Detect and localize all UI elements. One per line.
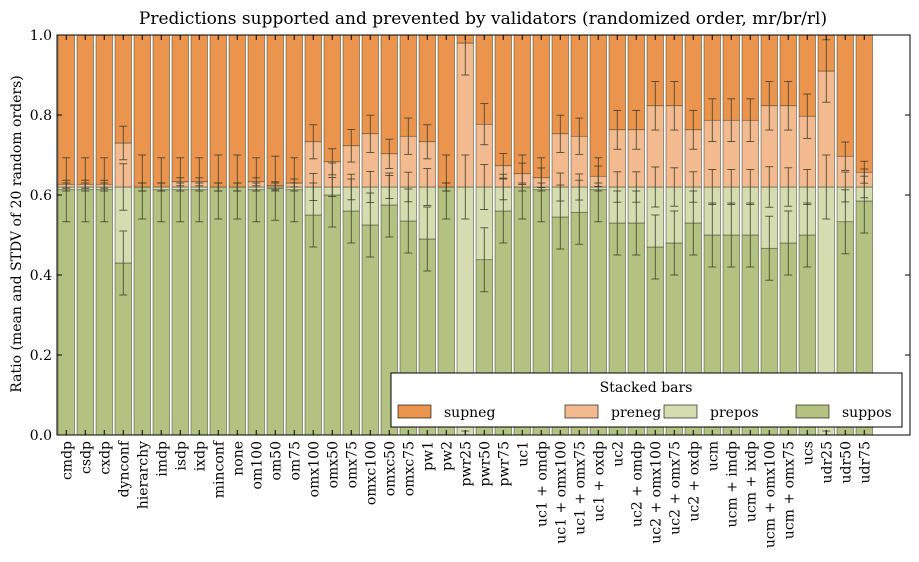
y-tick-label: 0.6	[30, 188, 52, 204]
x-tick-label: pw1	[420, 441, 436, 471]
bar-suppos	[342, 210, 360, 436]
legend: Stacked bars supneg preneg prepos suppos	[390, 372, 903, 428]
x-tick-label: isdp	[173, 441, 189, 471]
x-tick-label: none	[230, 441, 246, 476]
y-tick-label: 0.2	[30, 348, 52, 364]
y-axis: 0.0 0.2 0.4 0.6 0.8 1.0	[30, 28, 910, 444]
bar-suppos	[133, 186, 151, 436]
x-tick-label: ucs	[800, 441, 816, 465]
bar-supneg	[855, 34, 873, 173]
bar-suppos	[285, 189, 303, 436]
x-tick-label: imdp	[154, 441, 170, 477]
bar-suppos	[76, 189, 94, 436]
x-tick-label: uc1 + omx75	[572, 441, 588, 535]
x-tick-label: omx75	[344, 441, 360, 488]
y-tick-label: 0.8	[30, 108, 52, 124]
bar-suppos	[95, 189, 113, 436]
legend-swatch-supneg	[397, 404, 432, 419]
x-tick-label: minconf	[211, 439, 227, 498]
x-tick-label: ucm + imdp	[724, 441, 740, 527]
y-tick-label: 0.4	[30, 268, 52, 284]
bar-supneg	[513, 34, 531, 175]
x-tick-label: uc2	[610, 441, 626, 467]
y-tick-label: 1.0	[30, 28, 52, 44]
x-tick-label: pwr50	[477, 441, 493, 486]
bar-suppos	[228, 186, 246, 436]
x-tick-label: om50	[268, 441, 284, 481]
x-tick-label: om75	[287, 441, 303, 481]
x-tick-label: uc2 + omx75	[667, 441, 683, 535]
x-tick-label: uc1 + oxdp	[591, 441, 607, 522]
bar-suppos	[152, 189, 170, 436]
x-tick-label: om100	[249, 441, 265, 489]
x-tick-label: uc1	[515, 441, 531, 467]
x-tick-label: ucm + omx100	[762, 441, 778, 548]
bar-suppos	[171, 189, 189, 436]
x-tick-label: uc2 + omdp	[629, 441, 645, 527]
bar-suppos	[266, 187, 284, 436]
x-tick-label: omx50	[325, 441, 341, 488]
legend-swatch-suppos	[795, 404, 830, 419]
bar-supneg	[532, 34, 550, 179]
legend-label-preneg: preneg	[611, 405, 661, 421]
legend-swatch-prepos	[663, 404, 698, 419]
x-tick-label: cmdp	[59, 441, 75, 480]
x-tick-label: pw2	[439, 441, 455, 471]
bar-supneg	[380, 34, 398, 155]
bar-supneg	[494, 34, 512, 167]
x-tick-label: csdp	[78, 441, 94, 474]
x-tick-label: omxc50	[382, 441, 398, 496]
x-tick-label: ixdp	[192, 441, 208, 471]
bar-suppos	[57, 189, 75, 436]
x-tick-label: pwr25	[458, 441, 474, 486]
x-tick-label: ucm + omx75	[781, 441, 797, 539]
chart-title: Predictions supported and prevented by v…	[139, 9, 827, 29]
legend-swatch-preneg	[564, 404, 599, 419]
bar-suppos	[209, 186, 227, 436]
bar-supneg	[836, 34, 854, 157]
x-tick-label: dynconf	[116, 439, 132, 497]
y-axis-label: Ratio (mean and STDV of 20 random orders…	[9, 75, 25, 392]
x-axis: cmdp csdp cxdp dynconf hierarchy imdp isdp ixdp…	[59, 35, 873, 548]
x-tick-label: udr50	[838, 441, 854, 484]
legend-label-prepos: prepos	[710, 405, 759, 421]
x-tick-label: uc1 + omx100	[553, 441, 569, 544]
legend-items: supneg preneg prepos suppos	[397, 404, 892, 421]
x-tick-label: uc2 + oxdp	[686, 441, 702, 522]
x-tick-label: omx100	[306, 441, 322, 497]
x-tick-label: ucm + ixdp	[743, 441, 759, 522]
error-bars-layer	[62, 34, 869, 436]
x-tick-label: omxc100	[363, 441, 379, 505]
x-tick-label: cxdp	[97, 441, 113, 475]
x-tick-label: pwr75	[496, 441, 512, 486]
legend-label-supneg: supneg	[444, 405, 495, 421]
x-tick-label: hierarchy	[135, 441, 151, 509]
bar-supneg	[323, 34, 341, 163]
x-tick-label: omxc75	[401, 441, 417, 496]
y-tick-label: 0.0	[30, 428, 52, 444]
bar-suppos	[190, 189, 208, 436]
bar-suppos	[247, 189, 265, 436]
x-tick-label: uc1 + omdp	[534, 441, 550, 527]
legend-label-suppos: suppos	[842, 405, 892, 421]
x-tick-label: uc2 + omx100	[648, 441, 664, 544]
x-tick-label: ucm	[705, 441, 721, 471]
x-tick-label: udr25	[819, 441, 835, 484]
bar-supneg	[589, 34, 607, 177]
legend-title: Stacked bars	[600, 380, 693, 396]
x-tick-label: udr75	[857, 441, 873, 484]
bar-suppos	[323, 194, 341, 436]
bar-suppos	[304, 214, 322, 436]
plot-frame	[56, 34, 911, 436]
